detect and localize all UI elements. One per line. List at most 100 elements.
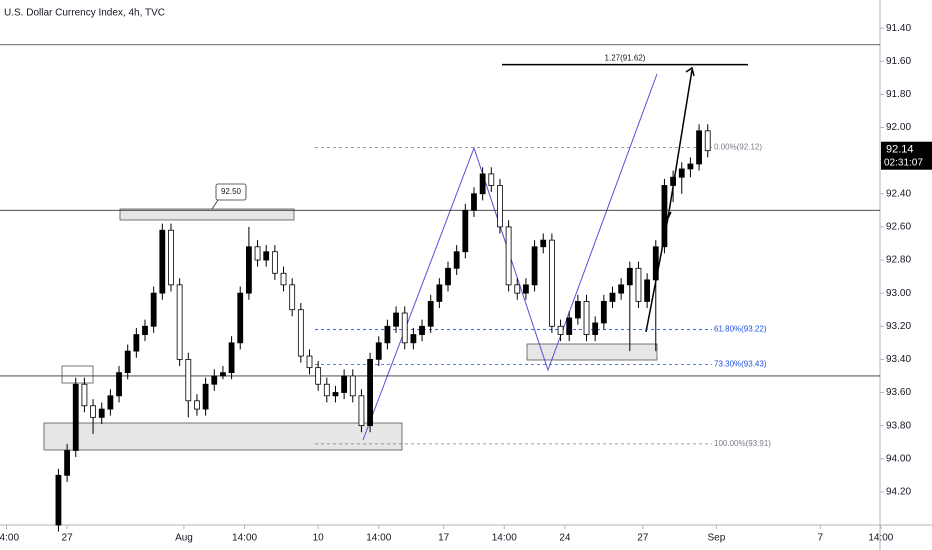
y-tick-label: 94.20 [886,487,911,498]
candle-body [64,450,70,476]
callout-label: 92.50 [221,187,242,196]
y-tick-label: 93.00 [886,288,911,299]
candle-body [280,272,287,286]
candle-body [384,325,391,344]
candle-body [289,284,296,311]
y-tick-label: 93.80 [886,420,911,431]
x-tick-label: 14:00 [232,533,257,544]
candle-body [254,246,261,261]
candle-body [626,267,633,286]
x-tick-label: 14:00 [0,533,19,544]
candle-body [557,325,564,335]
last-price-box [881,141,932,170]
zone-box [61,365,94,384]
fib-label: 0.00%(92.12) [714,143,762,152]
candle-body [678,168,685,178]
candle-body [471,193,477,211]
candle-body [168,229,174,286]
fib-label: 73.30%(93.43) [714,359,767,368]
x-tick-label: 14:00 [868,533,893,544]
candle-body [523,284,529,294]
candle-body [479,173,486,195]
candle-body [202,383,209,410]
candle-body [531,246,538,286]
candle-body [618,284,625,294]
zone-box [119,208,295,221]
candle-body [55,474,62,526]
y-tick-label: 93.20 [886,321,911,332]
candle-body [505,226,512,286]
y-tick-label: 92.80 [886,255,911,266]
y-tick-label: 91.60 [886,56,911,67]
x-tick-label: 27 [637,533,649,544]
candle-body [453,251,460,269]
candle-body [635,267,642,302]
candle-body [393,312,399,327]
candle-body [271,251,278,274]
callout-pointer [211,199,219,210]
candle-body [116,372,122,397]
candle-body [670,176,676,186]
y-tick-label: 93.60 [886,387,911,398]
candle-body [107,395,114,410]
candle-body [566,317,573,335]
candle-body [583,301,590,335]
candle-body [315,367,322,385]
candle-body [367,358,373,427]
x-tick-label: 14:00 [366,533,391,544]
x-tick-label: 24 [559,533,571,544]
candle-body [401,312,408,344]
candle-body [332,392,339,397]
y-tick-label: 91.40 [886,23,911,34]
x-tick-label: 17 [438,533,450,544]
candle-body [237,292,244,344]
candle-body [220,372,226,377]
candle-body [142,325,148,335]
candle-body [427,301,434,327]
callout-box [215,183,247,201]
candle-body [245,246,252,294]
x-tick-label: 7 [817,533,823,544]
candle-body [72,383,79,451]
candle-body [133,334,140,352]
candle-body [497,185,503,228]
candle-body [297,309,304,357]
candle-body [159,229,166,294]
candle-body [600,301,607,324]
candle-body [436,284,443,302]
arrow-head [685,66,695,77]
target-label: 1.27(91.62) [605,54,646,63]
y-tick-label: 92.60 [886,222,911,233]
y-tick-label: 93.40 [886,354,911,365]
fib-label: 100.00%(93.91) [714,439,771,448]
y-tick-label: 94.00 [886,453,911,464]
candle-body [687,163,694,170]
candle-body [228,342,235,374]
candle-body [592,322,599,335]
candle-body [98,408,105,418]
zone-box [526,343,658,361]
x-tick-label: 14:00 [492,533,517,544]
candle-body [306,355,313,369]
candle-body [323,383,330,397]
candle-body [514,284,521,294]
candle-body [211,375,218,385]
candle-body [652,246,659,281]
candle-body [150,292,157,327]
candle-body [548,239,555,327]
candle-body [375,342,382,360]
last-price-label: 92.14 [886,144,914,156]
candle-body [358,395,365,427]
x-tick-label: 10 [313,533,325,544]
candle-body [661,185,668,248]
candle-body [81,383,88,407]
candle-body [194,400,200,410]
x-tick-label: 27 [62,533,74,544]
candle-body [90,405,96,418]
y-tick-label: 91.80 [886,89,911,100]
countdown-label: 02:31:07 [884,157,923,168]
candle-body [124,350,131,374]
